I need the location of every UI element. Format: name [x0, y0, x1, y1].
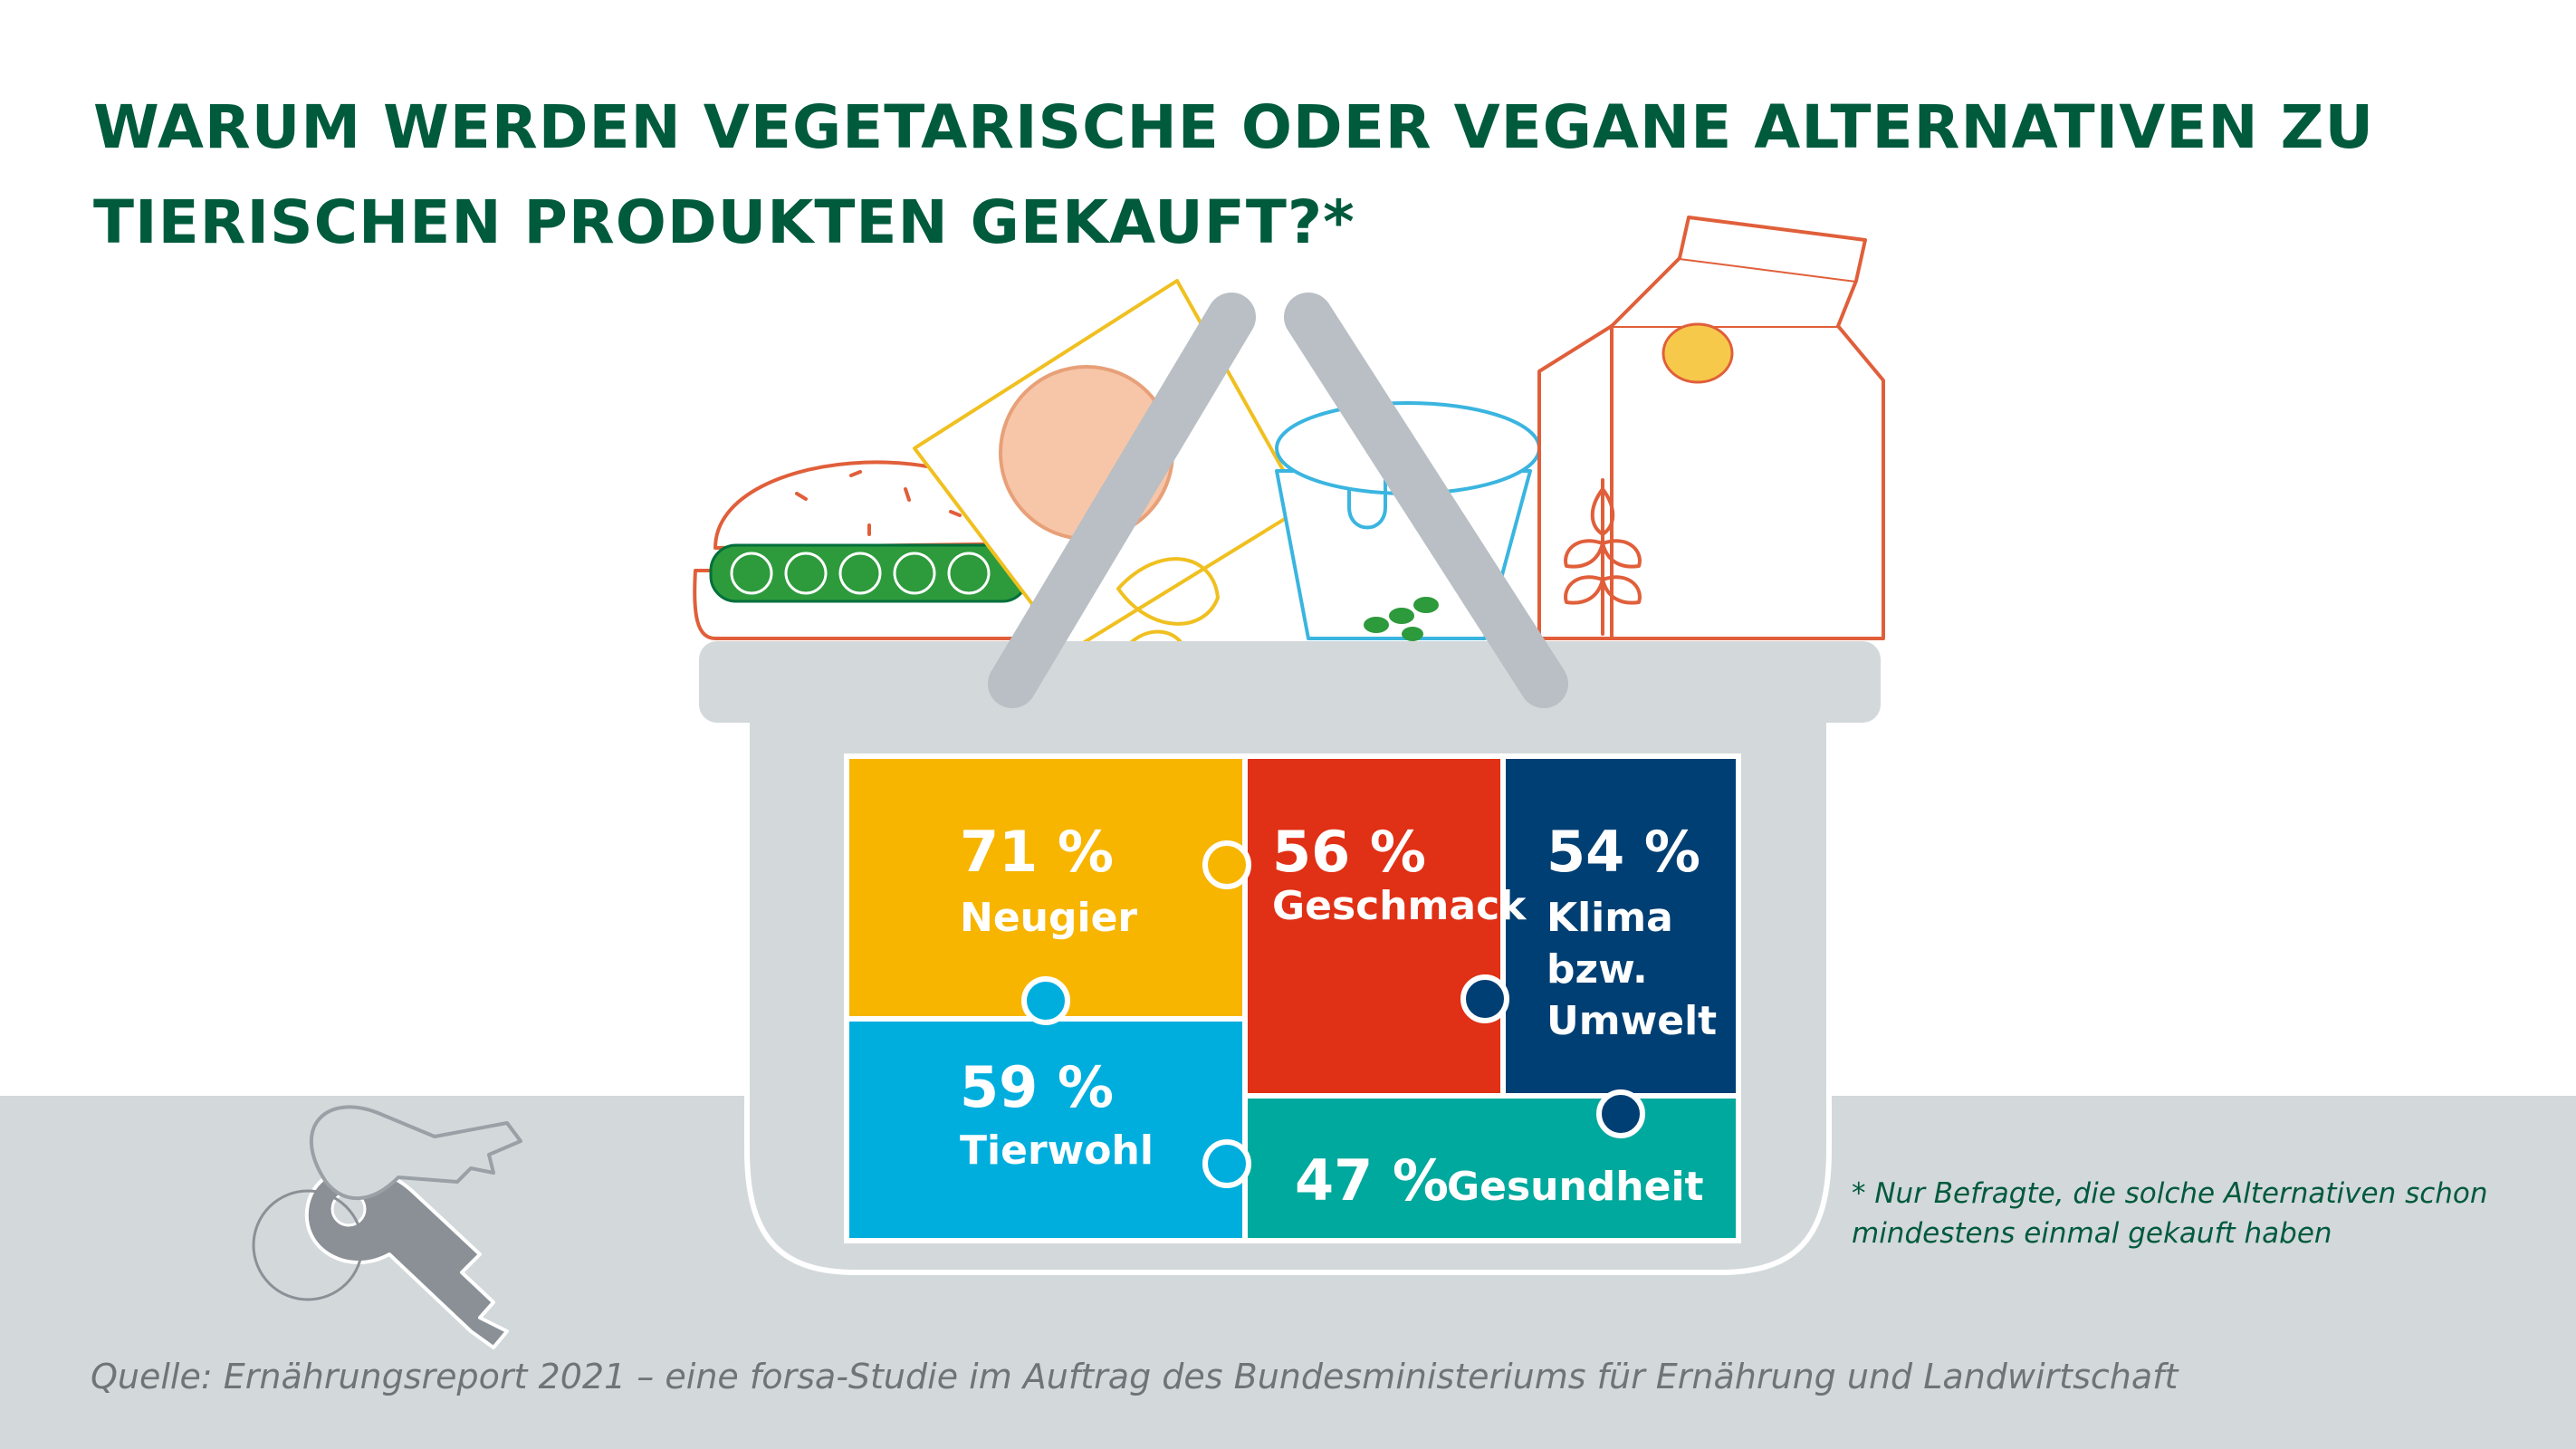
knob-klima-into-gesundheit: [1596, 1089, 1645, 1138]
knob-tierwohl-into-neugier: [1021, 976, 1070, 1025]
title-line-2: TIERISCHEN PRODUKTEN GEKAUFT?*: [93, 187, 1355, 257]
title-line-1: WARUM WERDEN VEGETARISCHE ODER VEGANE AL…: [93, 92, 2374, 162]
footnote-line-1: * Nur Befragte, die solche Alternativen …: [1852, 1177, 2488, 1210]
knob-tierwohl-into-gesundheit: [1202, 1139, 1251, 1188]
label-gesundheit: Gesundheit: [1447, 1164, 1704, 1210]
label-tierwohl: Tierwohl: [960, 1128, 1154, 1174]
knob-klima-into-geschmack: [1460, 974, 1509, 1023]
wheat-icon: [1564, 478, 1642, 636]
label-geschmack: Geschmack: [1272, 883, 1527, 929]
knob-neugier-into-geschmack: [1202, 840, 1251, 889]
value-geschmack: 56 %: [1272, 819, 1426, 885]
basket-rim: [699, 641, 1881, 723]
basket-handle-left: [988, 293, 1256, 708]
source-text: Quelle: Ernährungsreport 2021 – eine for…: [91, 1357, 2180, 1396]
groceries: [693, 216, 1885, 654]
label-klima-line-1: Klima: [1547, 895, 1673, 941]
keys-icon: [252, 1105, 522, 1349]
value-tierwohl: 59 %: [960, 1054, 1114, 1120]
label-neugier: Neugier: [960, 895, 1137, 941]
footnote-line-2: mindestens einmal gekauft haben: [1852, 1217, 2332, 1250]
tile-klima-umwelt: [1500, 753, 1741, 1099]
milk-carton-icon: [1537, 216, 1885, 640]
basket-handle-right: [1284, 293, 1568, 708]
value-klima-umwelt: 54 %: [1547, 819, 1700, 885]
tile-tierwohl: [844, 1016, 1248, 1243]
label-klima-line-3: Umwelt: [1547, 998, 1717, 1044]
value-gesundheit: 47 %: [1295, 1147, 1449, 1214]
tile-gesundheit: [1242, 1093, 1741, 1243]
puzzle-chart: 71 % Neugier 59 % Tierwohl 56 % Geschmac…: [844, 753, 1741, 1243]
burger-icon: [693, 460, 1043, 640]
value-neugier: 71 %: [960, 819, 1114, 885]
label-klima-line-2: bzw.: [1547, 946, 1648, 993]
